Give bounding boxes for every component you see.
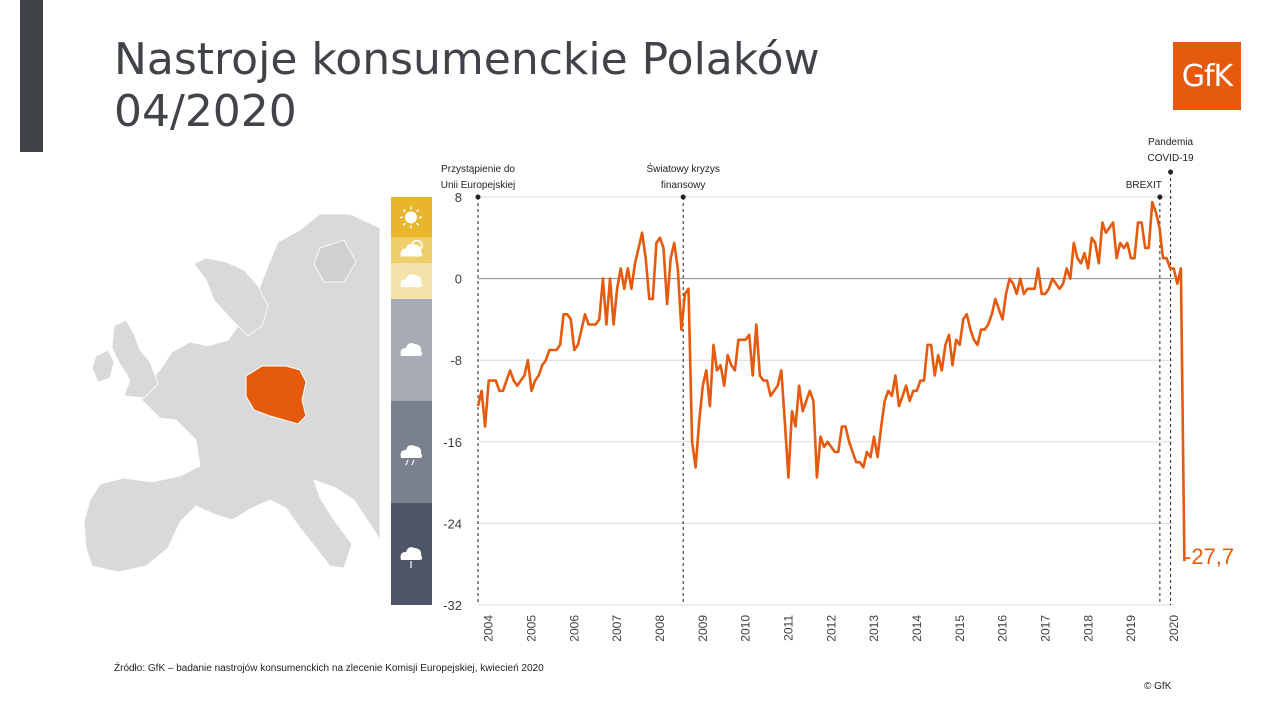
x-tick-label: 2004: [482, 615, 496, 642]
x-tick-label: 2005: [525, 615, 539, 642]
x-tick-label: 2017: [1039, 615, 1053, 642]
sun-ray: [416, 222, 420, 226]
event-dot: [475, 194, 481, 200]
cloud-icon: [400, 343, 423, 356]
x-tick-label: 2006: [567, 615, 581, 642]
rain-cloud-icon: [400, 547, 423, 568]
sun-cloud-icon: [400, 239, 423, 257]
event-dot: [1168, 169, 1174, 175]
europe-map: [83, 213, 381, 573]
event-label: BREXIT: [1126, 180, 1162, 191]
x-tick-label: 2016: [996, 615, 1010, 642]
cloud-shape: [400, 547, 423, 560]
rain-drop: [411, 459, 415, 466]
event-label: finansowy: [661, 180, 705, 191]
source-note: Źródło: GfK – badanie nastrojów konsumen…: [114, 663, 544, 674]
event-markers: Przystąpienie do Unii Europejskiej Światow…: [441, 137, 1194, 605]
event-label: Unii Europejskiej: [441, 180, 515, 191]
event-label: COVID-19: [1148, 153, 1195, 164]
event-label: Światowy kryzys: [646, 162, 719, 175]
x-tick-label: 2007: [610, 615, 624, 642]
poland-map: [245, 365, 307, 425]
event-dot: [1157, 194, 1163, 200]
x-tick-label: 2015: [953, 615, 967, 642]
cloud-icon: [400, 274, 423, 288]
weather-scale: [391, 197, 432, 605]
rain-drop: [405, 459, 409, 466]
event-label: Przystąpienie do: [441, 164, 515, 175]
gfk-logo: GfK: [1173, 42, 1241, 110]
cloud-shape: [400, 445, 423, 458]
y-tick-label: 8: [455, 190, 462, 205]
event-label: Pandemia: [1148, 137, 1193, 148]
x-axis: 2004 2005 2006 2007 2008 2009 2010 2011 2012 2013…: [482, 615, 1181, 642]
x-tick-label: 2009: [696, 615, 710, 642]
x-tick-label: 2020: [1167, 615, 1181, 642]
y-tick-label: 0: [455, 272, 462, 287]
last-value-label: -27,7: [1184, 544, 1234, 569]
x-tick-label: 2013: [867, 615, 881, 642]
logo-text: GfK: [1181, 58, 1233, 94]
cloud-shape: [400, 343, 423, 356]
storm-cloud-icon: [400, 445, 423, 466]
x-tick-label: 2018: [1081, 615, 1095, 642]
page-title: Nastroje konsumenckie Polaków 04/2020: [114, 34, 820, 138]
sun-ray: [402, 209, 406, 213]
gridlines: [478, 196, 1174, 606]
cloud-shape: [400, 243, 423, 257]
y-tick-label: -24: [443, 516, 462, 531]
cloud-shape: [400, 274, 423, 288]
y-tick-label: -32: [443, 598, 462, 613]
y-axis: 8 0 -8 -16 -24 -32: [443, 190, 462, 613]
series-line: [476, 200, 1186, 562]
title-line-2: 04/2020: [114, 86, 297, 137]
event-dot: [680, 194, 686, 200]
sun-ray: [402, 222, 406, 226]
sun-icon: [400, 206, 422, 229]
x-tick-label: 2011: [782, 615, 796, 641]
y-tick-label: -16: [443, 435, 462, 450]
accent-bar: [20, 0, 43, 152]
copyright: © GfK: [1144, 681, 1172, 692]
y-tick-label: -8: [450, 353, 462, 368]
title-line-1: Nastroje konsumenckie Polaków: [114, 34, 820, 85]
x-tick-label: 2019: [1124, 615, 1138, 642]
x-tick-label: 2012: [824, 615, 838, 642]
x-tick-label: 2014: [910, 615, 924, 642]
x-tick-label: 2008: [653, 615, 667, 642]
x-tick-label: 2010: [739, 615, 753, 642]
series: [476, 200, 1186, 562]
sun-ray: [416, 209, 420, 213]
sun-core: [405, 211, 417, 224]
